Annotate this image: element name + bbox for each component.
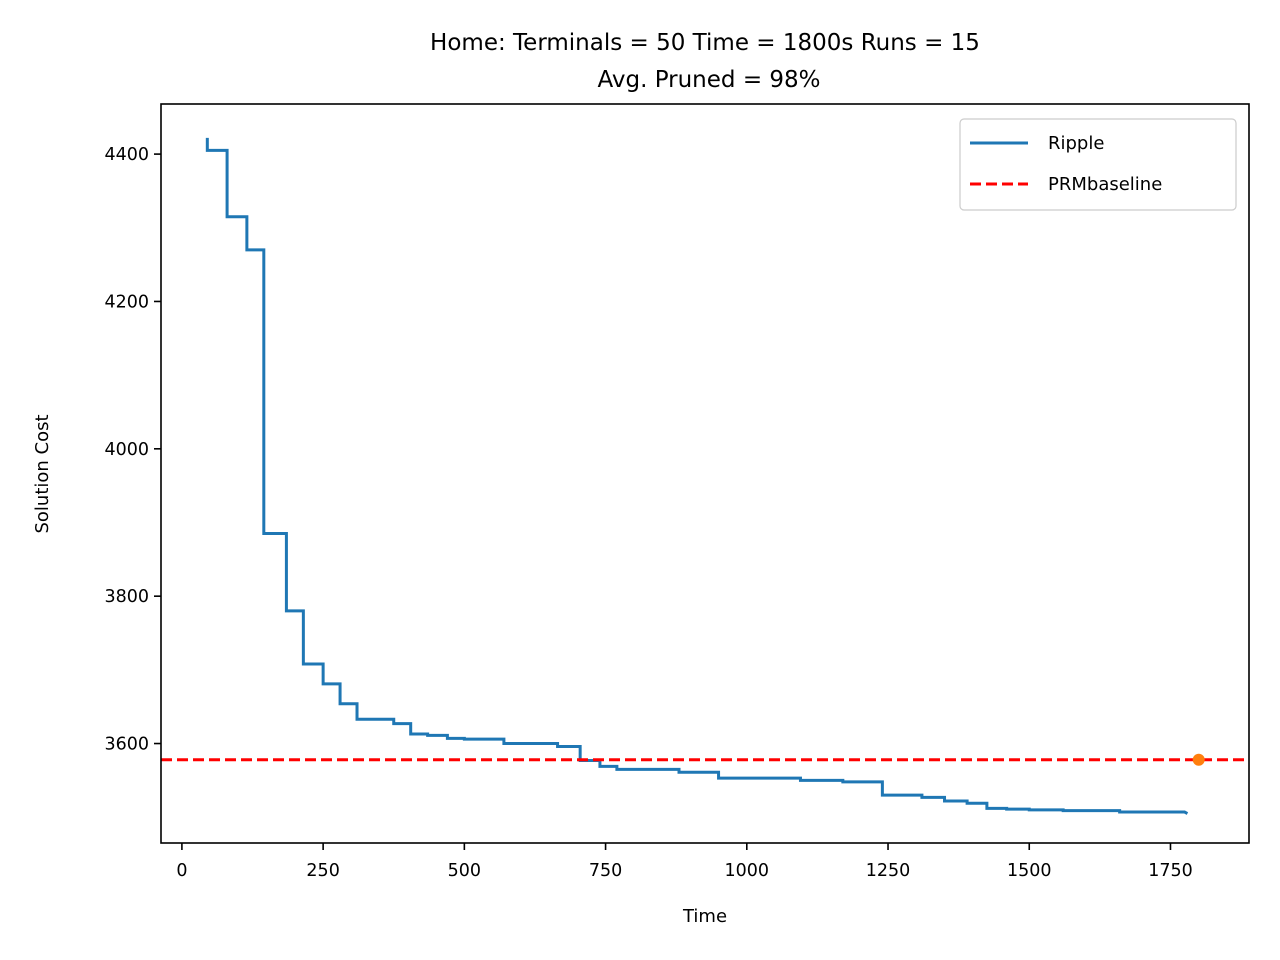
- legend-box: [959, 118, 1237, 211]
- legend-prmbaseline-label: PRMbaseline: [1048, 174, 1162, 195]
- y-axis-label: Solution Cost: [32, 414, 53, 533]
- chart-subtitle: Avg. Pruned = 98%: [597, 67, 820, 93]
- y-tick-label: 3800: [104, 587, 149, 607]
- x-tick-label: 500: [448, 861, 481, 881]
- x-tick-label: 1500: [1007, 861, 1052, 881]
- x-tick-label: 0: [176, 861, 187, 881]
- endpoint-marker: [1192, 753, 1205, 766]
- series-ripple-line: [205, 137, 1189, 815]
- y-tick-label: 4200: [104, 292, 149, 312]
- y-tick-label: 3600: [104, 735, 149, 755]
- x-tick-label: 250: [306, 861, 339, 881]
- chart-title: Home: Terminals = 50 Time = 1800s Runs =…: [430, 30, 980, 56]
- y-tick-label: 4400: [104, 145, 149, 165]
- plot-area: 0 250 500 750 1000 1250 1500 1750 3600 3800 4000 42…: [104, 103, 1250, 881]
- legend-ripple-label: Ripple: [1048, 133, 1104, 154]
- y-tick-label: 4000: [104, 440, 149, 460]
- legend: Ripple PRMbaseline: [959, 118, 1237, 211]
- x-tick-label: 1250: [866, 861, 911, 881]
- x-axis-label: Time: [682, 906, 727, 927]
- axes-frame: [160, 103, 1250, 844]
- x-tick-label: 750: [589, 861, 622, 881]
- x-tick-label: 1000: [725, 861, 770, 881]
- x-tick-label: 1750: [1148, 861, 1193, 881]
